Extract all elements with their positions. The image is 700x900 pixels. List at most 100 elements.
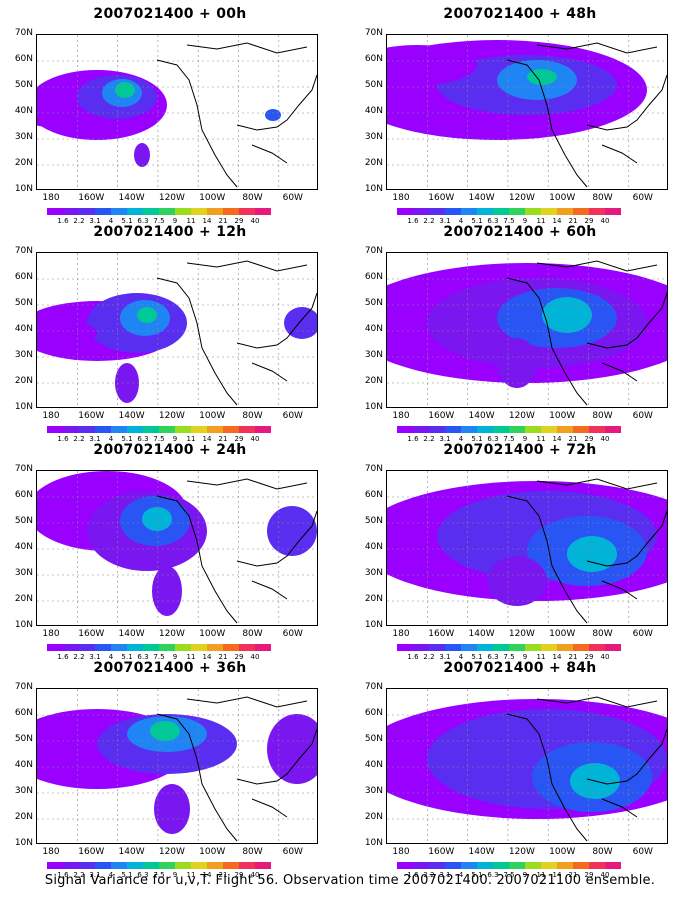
lon-tick-label: 80W	[242, 847, 263, 857]
variance-contour	[567, 536, 617, 572]
colorbar-swatch	[63, 862, 79, 869]
lat-tick-label: 50N	[364, 734, 383, 744]
colorbar-swatch	[143, 862, 159, 869]
map-plot	[386, 470, 668, 626]
colorbar-label: 40	[600, 653, 610, 661]
lat-tick-label: 30N	[14, 568, 33, 578]
colorbar-swatch	[397, 208, 413, 215]
colorbar-swatch	[493, 862, 509, 869]
colorbar-label: 29	[234, 435, 244, 443]
colorbar-label: 11	[186, 435, 196, 443]
colorbar-label: 14	[552, 435, 562, 443]
colorbar-swatch	[239, 644, 255, 651]
colorbar	[397, 426, 621, 433]
lat-tick-label: 60N	[14, 490, 33, 500]
lat-tick-label: 10N	[14, 184, 33, 194]
colorbar-swatch	[223, 208, 239, 215]
map-plot	[36, 688, 318, 844]
lat-tick-label: 40N	[364, 106, 383, 116]
colorbar-label: 1.6	[407, 653, 419, 661]
colorbar-swatch	[589, 644, 605, 651]
colorbar-label: 29	[234, 871, 244, 879]
variance-contour	[387, 45, 477, 85]
colorbar-swatch	[429, 208, 445, 215]
colorbar-label: 29	[584, 653, 594, 661]
lat-tick-label: 20N	[364, 158, 383, 168]
colorbar-swatch	[493, 644, 509, 651]
lon-tick-label: 100W	[549, 193, 576, 203]
coastline	[506, 42, 667, 188]
map-plot	[36, 34, 318, 190]
colorbar-swatch	[191, 644, 207, 651]
variance-field	[387, 35, 667, 189]
colorbar-swatch	[589, 208, 605, 215]
colorbar-swatch	[63, 644, 79, 651]
lon-tick-label: 100W	[549, 847, 576, 857]
map-panel: 2007021400 + 36h 70N 60N 50N 40N 30N 20N 10N 180…	[0, 660, 340, 880]
lon-tick-label: 140W	[468, 629, 495, 639]
lon-tick-label: 160W	[428, 629, 455, 639]
colorbar-swatch	[445, 426, 461, 433]
map-plot	[386, 252, 668, 408]
colorbar-swatch	[175, 644, 191, 651]
colorbar-swatch	[525, 644, 541, 651]
lon-tick-label: 100W	[199, 193, 226, 203]
colorbar-swatch	[413, 644, 429, 651]
colorbar-label: 14	[202, 871, 212, 879]
colorbar-label: 4	[458, 435, 464, 443]
colorbar-label: 5.1	[121, 653, 133, 661]
variance-contour	[37, 321, 97, 345]
colorbar-label: 3.1	[89, 217, 101, 225]
map-panel: 2007021400 + 24h 70N 60N 50N 40N 30N 20N 10N 180…	[0, 442, 340, 662]
lon-tick-label: 180	[392, 193, 410, 203]
colorbar-swatch	[413, 862, 429, 869]
colorbar-swatch	[541, 426, 557, 433]
colorbar-label: 2.2	[73, 871, 85, 879]
colorbar-swatch	[413, 208, 429, 215]
lon-tick-label: 140W	[468, 193, 495, 203]
colorbar-swatch	[79, 862, 95, 869]
colorbar	[47, 426, 271, 433]
colorbar-swatch	[127, 208, 143, 215]
colorbar-swatch	[397, 426, 413, 433]
colorbar-label: 4	[108, 435, 114, 443]
colorbar-swatch	[525, 208, 541, 215]
lon-tick-label: 120W	[508, 629, 535, 639]
colorbar-label: 3.1	[439, 653, 451, 661]
lon-tick-label: 60W	[632, 193, 653, 203]
map-panel: 2007021400 + 12h 70N 60N 50N 40N 30N 20N 10N 180…	[0, 224, 340, 444]
variance-contour	[267, 714, 317, 784]
colorbar-swatch	[477, 862, 493, 869]
colorbar-swatch	[159, 862, 175, 869]
colorbar-label: 3.1	[89, 435, 101, 443]
lat-tick-label: 30N	[14, 786, 33, 796]
colorbar-label: 4	[458, 653, 464, 661]
colorbar-label: 14	[202, 653, 212, 661]
colorbar-swatch	[541, 862, 557, 869]
colorbar-label: 6.3	[487, 217, 499, 225]
colorbar-swatch	[47, 644, 63, 651]
colorbar-label: 7.5	[503, 217, 515, 225]
colorbar-swatch	[255, 862, 271, 869]
colorbar-label: 3.1	[89, 871, 101, 879]
colorbar-swatch	[493, 426, 509, 433]
colorbar-swatch	[557, 208, 573, 215]
lon-tick-label: 120W	[508, 411, 535, 421]
colorbar-swatch	[47, 862, 63, 869]
colorbar-swatch	[605, 862, 621, 869]
colorbar-label: 11	[186, 217, 196, 225]
colorbar-label: 2.2	[73, 653, 85, 661]
colorbar-swatch	[429, 426, 445, 433]
lon-tick-label: 180	[392, 411, 410, 421]
colorbar-label: 1.6	[57, 871, 69, 879]
lat-tick-label: 40N	[364, 760, 383, 770]
map-panel: 2007021400 + 72h 70N 60N 50N 40N 30N 20N 10N 180…	[350, 442, 690, 662]
colorbar-swatch	[127, 862, 143, 869]
lat-tick-label: 50N	[14, 516, 33, 526]
colorbar-swatch	[397, 644, 413, 651]
variance-contour	[542, 297, 592, 333]
colorbar-label: 6.3	[487, 653, 499, 661]
variance-contour	[150, 721, 180, 741]
lat-tick-label: 20N	[14, 594, 33, 604]
colorbar-swatch	[239, 862, 255, 869]
